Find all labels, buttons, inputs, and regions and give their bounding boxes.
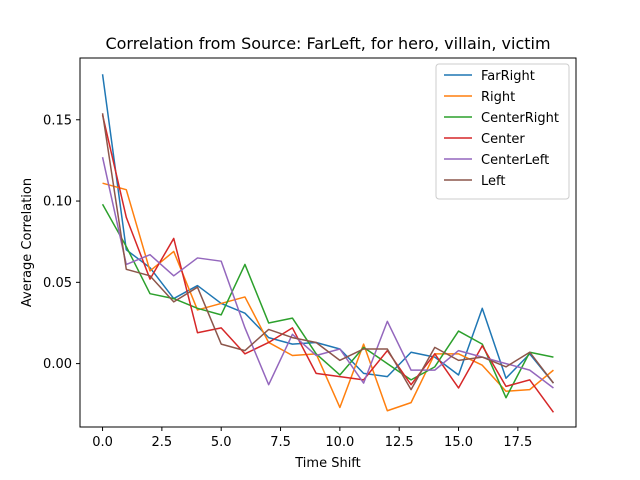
y-tick-label: 0.10 <box>43 195 72 210</box>
x-tick-label: 12.5 <box>385 435 414 450</box>
legend: FarRight Right CenterRight Center CenterLeft… <box>435 63 570 200</box>
legend-label-centerright: CenterRight <box>481 111 559 126</box>
series-line-farright <box>101 74 555 384</box>
legend-label-farright: FarRight <box>481 69 535 84</box>
legend-label-left: Left <box>481 174 505 189</box>
legend-label-centerleft: CenterLeft <box>481 153 549 168</box>
x-tick-label: 17.5 <box>503 435 532 450</box>
legend-label-right: Right <box>481 90 515 105</box>
series-line-left <box>101 113 555 391</box>
series-line-center <box>101 114 555 413</box>
y-axis-label: Average Correlation <box>20 178 35 307</box>
legend-box <box>435 63 570 200</box>
x-tick-label: 5.0 <box>211 435 232 450</box>
y-tick-label: 0.00 <box>43 357 72 372</box>
x-axis-label: Time Shift <box>294 456 361 471</box>
plot-lines <box>101 74 555 413</box>
x-tick-label: 7.5 <box>270 435 291 450</box>
x-tick-label: 10.0 <box>325 435 354 450</box>
x-tick-label: 2.5 <box>152 435 173 450</box>
plot-frame <box>79 57 577 428</box>
x-axis: 0.0 2.5 5.0 7.5 10.0 12.5 15.0 17.5 <box>92 427 532 450</box>
series-line-right <box>102 182 554 412</box>
y-tick-label: 0.15 <box>43 113 72 128</box>
x-tick-label: 15.0 <box>444 435 473 450</box>
y-axis: 0.00 0.05 0.10 0.15 <box>43 113 80 372</box>
x-tick-label: 0.0 <box>92 435 113 450</box>
chart-title: Correlation from Source: FarLeft, for he… <box>105 34 550 53</box>
legend-label-center: Center <box>481 132 525 147</box>
y-tick-label: 0.05 <box>43 276 72 291</box>
